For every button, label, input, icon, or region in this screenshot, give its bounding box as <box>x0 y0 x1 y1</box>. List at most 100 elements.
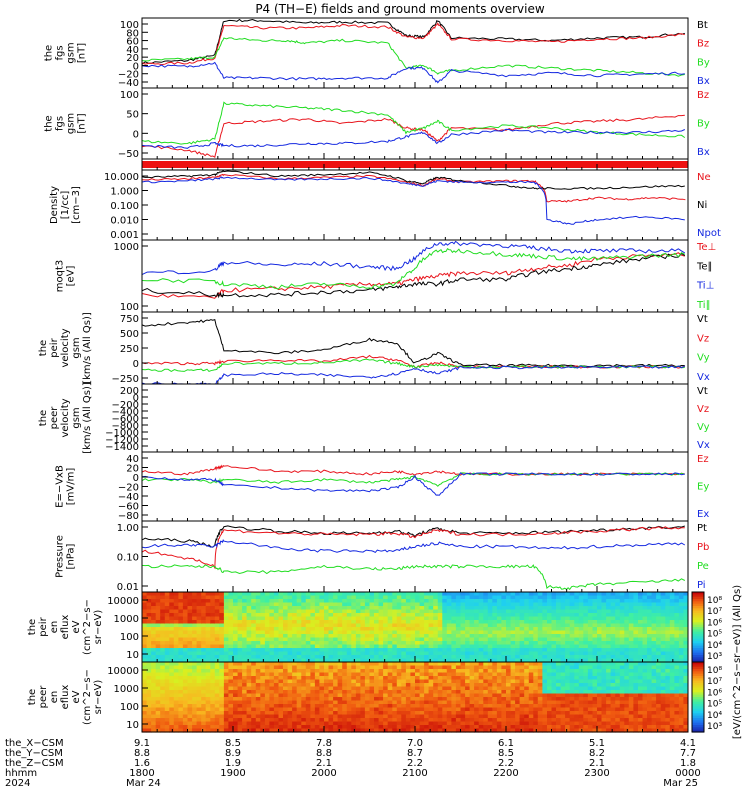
spectrogram-cell <box>455 620 461 625</box>
spectrogram-cell <box>678 658 684 663</box>
spectrogram-cell <box>151 658 157 663</box>
spectrogram-cell <box>333 627 339 632</box>
spectrogram-cell <box>287 669 293 674</box>
spectrogram-cell <box>419 672 425 677</box>
spectrogram-cell <box>164 711 170 716</box>
spectrogram-cell <box>578 679 584 684</box>
spectrogram-cell <box>592 693 598 698</box>
y-tick-label: 0 <box>133 393 139 404</box>
spectrogram-cell <box>628 623 634 628</box>
spectrogram-cell <box>378 728 384 733</box>
spectrogram-cell <box>255 644 261 649</box>
spectrogram-cell <box>260 648 266 653</box>
spectrogram-cell <box>592 620 598 625</box>
spectrogram-cell <box>392 651 398 656</box>
spectrogram-cell <box>487 623 493 628</box>
spectrogram-cell <box>369 599 375 604</box>
spectrogram-cell <box>647 599 653 604</box>
spectrogram-cell <box>369 616 375 621</box>
spectrogram-cell <box>383 728 389 733</box>
spectrogram-cell <box>583 711 589 716</box>
y-tick-label: −80 <box>118 511 139 522</box>
spectrogram-cell <box>210 627 216 632</box>
spectrogram-cell <box>251 602 257 607</box>
spectrogram-cell <box>519 637 525 642</box>
spectrogram-cell <box>506 665 512 670</box>
spectrogram-cell <box>405 718 411 723</box>
spectrogram-cell <box>528 620 534 625</box>
spectrogram-cell <box>360 669 366 674</box>
spectrogram-cell <box>337 606 343 611</box>
series-line-Te⊥ <box>141 252 685 299</box>
spectrogram-cell <box>264 637 270 642</box>
spectrogram-cell <box>173 641 179 646</box>
spectrogram-cell <box>369 669 375 674</box>
spectrogram-cell <box>569 721 575 726</box>
spectrogram-cell <box>305 595 311 600</box>
spectrogram-cell <box>583 676 589 681</box>
spectrogram-cell <box>442 711 448 716</box>
spectrogram-cell <box>524 704 530 709</box>
spectrogram-cell <box>506 602 512 607</box>
spectrogram-cell <box>487 637 493 642</box>
spectrogram-cell <box>251 613 257 618</box>
spectrogram-cell <box>515 714 521 719</box>
spectrogram-cell <box>510 725 516 730</box>
spectrogram-cell <box>255 662 261 667</box>
spectrogram-cell <box>337 693 343 698</box>
spectrogram-cell <box>251 641 257 646</box>
spectrogram-cell <box>151 616 157 621</box>
spectrogram-cell <box>383 676 389 681</box>
spectrogram-cell <box>415 676 421 681</box>
spectrogram-cell <box>201 620 207 625</box>
spectrogram-cell <box>151 644 157 649</box>
spectrogram-cell <box>465 669 471 674</box>
spectrogram-cell <box>142 672 148 677</box>
spectrogram-cell <box>597 592 603 597</box>
spectrogram-cell <box>260 606 266 611</box>
spectrogram-cell <box>415 648 421 653</box>
spectrogram-cell <box>569 630 575 635</box>
spectrogram-cell <box>656 602 662 607</box>
spectrogram-cell <box>660 606 666 611</box>
spectrogram-cell <box>301 714 307 719</box>
spectrogram-cell <box>574 616 580 621</box>
spectrogram-cell <box>492 655 498 660</box>
spectrogram-cell <box>451 644 457 649</box>
y-axis-label: fgs <box>55 116 66 131</box>
spectrogram-cell <box>565 665 571 670</box>
spectrogram-cell <box>205 662 211 667</box>
spectrogram-cell <box>583 693 589 698</box>
spectrogram-cell <box>333 662 339 667</box>
spectrogram-cell <box>401 658 407 663</box>
spectrogram-cell <box>547 707 553 712</box>
spectrogram-cell <box>210 679 216 684</box>
spectrogram-cell <box>383 651 389 656</box>
spectrogram-cell <box>155 700 161 705</box>
spectrogram-cell <box>601 627 607 632</box>
spectrogram-cell <box>160 669 166 674</box>
spectrogram-cell <box>233 599 239 604</box>
spectrogram-cell <box>173 700 179 705</box>
spectrogram-cell <box>606 627 612 632</box>
spectrogram-cell <box>619 651 625 656</box>
spectrogram-cell <box>214 693 220 698</box>
spectrogram-cell <box>542 599 548 604</box>
spectrogram-cell <box>396 634 402 639</box>
legend-label: Vy <box>697 422 710 433</box>
spectrogram-cell <box>364 683 370 688</box>
spectrogram-cell <box>628 627 634 632</box>
spectrogram-cell <box>324 658 330 663</box>
spectrogram-cell <box>219 616 225 621</box>
spectrogram-cell <box>392 592 398 597</box>
spectrogram-cell <box>351 655 357 660</box>
spectrogram-cell <box>383 662 389 667</box>
spectrogram-cell <box>528 630 534 635</box>
spectrogram-cell <box>528 700 534 705</box>
spectrogram-cell <box>569 676 575 681</box>
y-tick-label: 20 <box>126 53 139 64</box>
spectrogram-cell <box>606 592 612 597</box>
spectrogram-cell <box>383 641 389 646</box>
spectrogram-cell <box>324 634 330 639</box>
spectrogram-cell <box>287 711 293 716</box>
